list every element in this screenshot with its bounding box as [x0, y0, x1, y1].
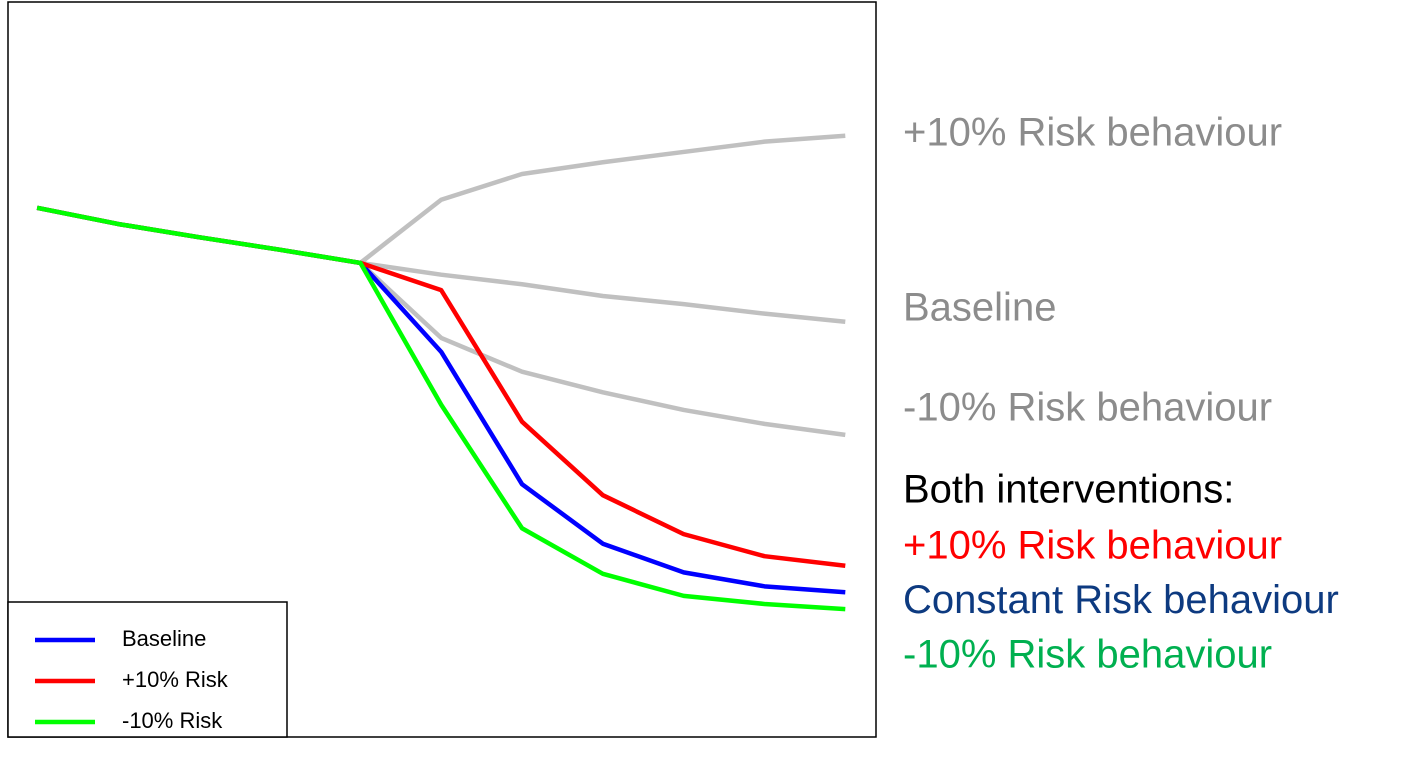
- line-annotation: +10% Risk behaviour: [903, 111, 1282, 155]
- plot-frame: [7, 1, 877, 738]
- series-line: [36, 205, 846, 568]
- legend-label: Baseline: [122, 626, 206, 651]
- annotation: Constant Risk behaviour: [903, 578, 1339, 622]
- background-line: [358, 133, 846, 265]
- annotation: +10% Risk behaviour: [903, 524, 1282, 568]
- annotation: -10% Risk behaviour: [903, 633, 1272, 677]
- background-line: [360, 260, 846, 324]
- background-line: [358, 261, 846, 438]
- line-annotation: -10% Risk behaviour: [903, 386, 1272, 430]
- annotation-heading: Both interventions:: [903, 468, 1234, 512]
- legend-label: -10% Risk: [122, 708, 223, 733]
- line-annotation: Baseline: [903, 286, 1056, 330]
- legend-label: +10% Risk: [122, 667, 229, 692]
- series-line: [36, 205, 846, 595]
- series-line: [36, 205, 846, 612]
- legend-box: [7, 601, 288, 738]
